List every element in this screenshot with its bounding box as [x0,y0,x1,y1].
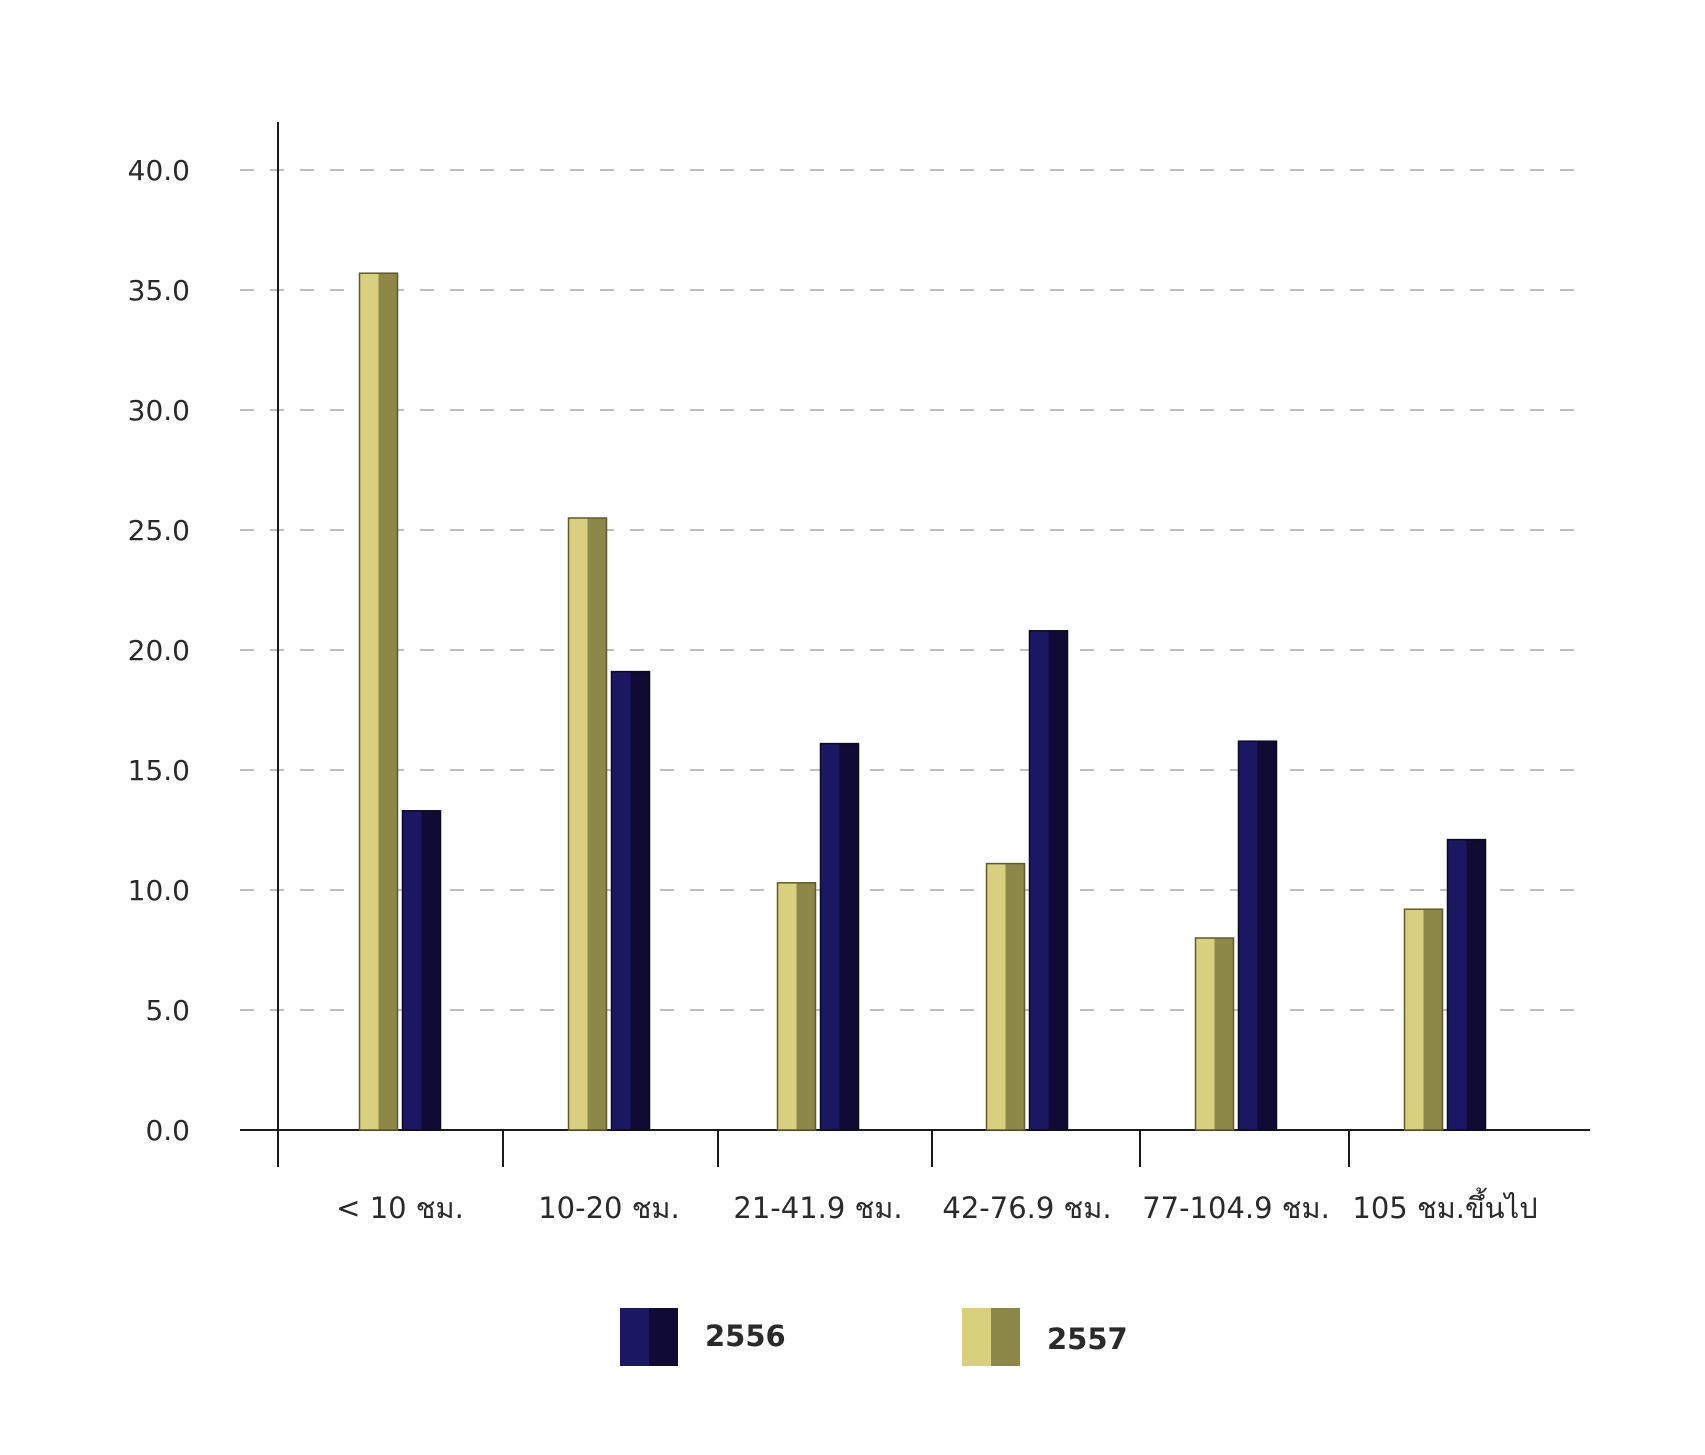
bar-outline [567,517,608,1131]
bar-outline [1237,740,1278,1131]
bar-2556 [1028,630,1069,1131]
bar-outline [1028,630,1069,1131]
y-tick-label: 35.0 [128,274,190,307]
y-tick-label: 15.0 [128,754,190,787]
bar-outline [401,810,442,1131]
bar-face-dark [1214,938,1234,1130]
bar-2557 [567,517,608,1131]
bar-face-light [1029,630,1049,1130]
x-tick-label: 10-20 ชม. [538,1191,680,1225]
x-tick-label: 42-76.9 ชม. [942,1191,1111,1225]
bar-2557 [1194,937,1235,1131]
y-tick-label: 20.0 [128,634,190,667]
legend-label: 2557 [1047,1322,1128,1356]
x-tick-label: < 10 ชม. [336,1191,464,1225]
bar-outline [819,742,860,1131]
legend-label: 2556 [705,1319,786,1353]
bar-face-light [568,518,588,1130]
bar-face-dark [1423,909,1443,1130]
bar-2557 [358,272,399,1131]
bar-2557 [776,882,817,1131]
bar-face-light [986,863,1006,1130]
bar-face-dark [587,518,607,1130]
legend: 2556 2557 [620,1308,1128,1366]
legend-swatch-light [962,1308,991,1366]
bar-face-dark [1466,839,1486,1130]
bar-face-light [1404,909,1424,1130]
bar-face-light [820,743,840,1130]
x-tick-label: 21-41.9 ชม. [733,1191,902,1225]
bar-face-light [1238,741,1258,1130]
bars [358,272,1487,1131]
y-tick-label: 30.0 [128,394,190,427]
bar-outline [1446,838,1487,1131]
y-tick-label: 40.0 [128,154,190,187]
bar-face-dark [630,671,650,1130]
x-tick-label: 77-104.9 ชม. [1142,1191,1330,1225]
bar-2556 [819,742,860,1131]
bar-outline [776,882,817,1131]
bar-outline [1403,908,1444,1131]
labels: 0.0 5.0 10.0 15.0 20.0 25.0 30.0 35.0 40.0 < 10 ช… [128,154,1538,1225]
legend-swatch-dark [649,1308,678,1366]
bar-2556 [1446,838,1487,1131]
bar-2557 [1403,908,1444,1131]
gridlines [240,169,1580,1011]
y-tick-label: 25.0 [128,514,190,547]
bar-outline [985,862,1026,1131]
bar-face-dark [421,810,441,1130]
bar-face-dark [1048,630,1068,1130]
bar-outline [1194,937,1235,1131]
bar-2557 [985,862,1026,1131]
y-tick-label: 10.0 [128,874,190,907]
bar-face-light [359,273,379,1130]
x-tick-label: 105 ชม.ขึ้นไป [1352,1187,1537,1225]
legend-swatch-light [620,1308,649,1366]
bar-face-light [777,882,797,1130]
bar-face-dark [839,743,859,1130]
bar-2556 [1237,740,1278,1131]
bar-2556 [401,810,442,1131]
y-tick-label: 0.0 [145,1114,190,1147]
legend-swatch-dark [991,1308,1020,1366]
bar-face-light [1447,839,1467,1130]
bar-face-dark [1257,741,1277,1130]
bar-outline [610,670,651,1131]
bar-face-dark [378,273,398,1130]
bar-face-light [402,810,422,1130]
bar-face-light [611,671,631,1130]
bar-outline [358,272,399,1131]
bar-face-light [1195,938,1215,1130]
bar-face-dark [1005,863,1025,1130]
legend-item-2557: 2557 [962,1308,1128,1366]
bar-2556 [610,670,651,1131]
legend-item-2556: 2556 [620,1308,786,1366]
bar-face-dark [796,882,816,1130]
y-tick-label: 5.0 [145,994,190,1027]
axes [240,122,1590,1167]
